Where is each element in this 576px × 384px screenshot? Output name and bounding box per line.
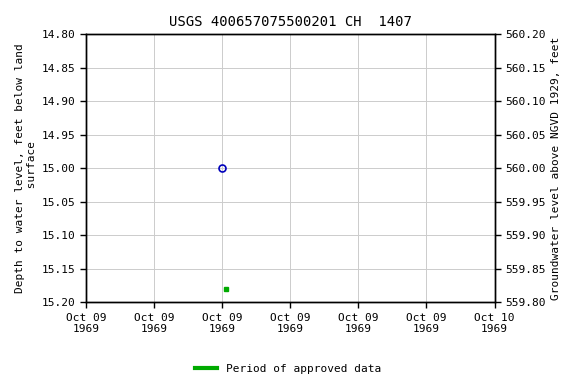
Legend: Period of approved data: Period of approved data [191, 359, 385, 379]
Y-axis label: Groundwater level above NGVD 1929, feet: Groundwater level above NGVD 1929, feet [551, 37, 561, 300]
Title: USGS 400657075500201 CH  1407: USGS 400657075500201 CH 1407 [169, 15, 412, 29]
Y-axis label: Depth to water level, feet below land
 surface: Depth to water level, feet below land su… [15, 43, 37, 293]
